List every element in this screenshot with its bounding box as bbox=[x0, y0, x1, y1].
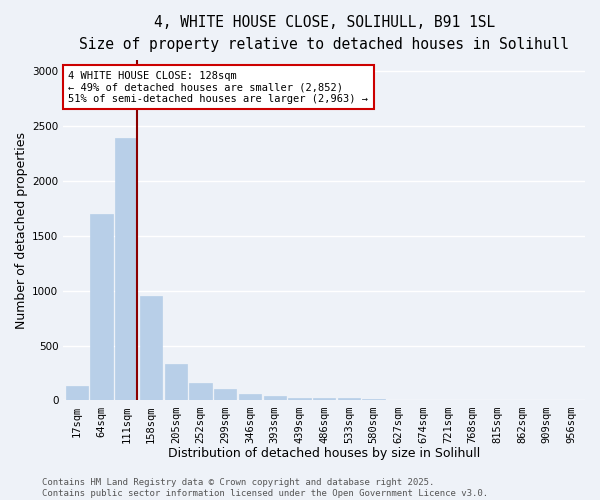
Bar bbox=[338, 398, 360, 400]
Bar bbox=[263, 396, 286, 400]
Title: 4, WHITE HOUSE CLOSE, SOLIHULL, B91 1SL
Size of property relative to detached ho: 4, WHITE HOUSE CLOSE, SOLIHULL, B91 1SL … bbox=[79, 15, 569, 52]
Bar bbox=[214, 390, 236, 400]
Bar bbox=[362, 399, 385, 400]
Bar bbox=[239, 394, 261, 400]
Bar bbox=[115, 138, 137, 400]
Text: 4 WHITE HOUSE CLOSE: 128sqm
← 49% of detached houses are smaller (2,852)
51% of : 4 WHITE HOUSE CLOSE: 128sqm ← 49% of det… bbox=[68, 70, 368, 104]
Bar bbox=[190, 384, 212, 400]
Bar bbox=[66, 386, 88, 400]
Y-axis label: Number of detached properties: Number of detached properties bbox=[15, 132, 28, 329]
Bar bbox=[91, 214, 113, 400]
Bar bbox=[313, 398, 335, 400]
Bar bbox=[164, 364, 187, 400]
Bar bbox=[140, 296, 162, 401]
X-axis label: Distribution of detached houses by size in Solihull: Distribution of detached houses by size … bbox=[168, 447, 480, 460]
Text: Contains HM Land Registry data © Crown copyright and database right 2025.
Contai: Contains HM Land Registry data © Crown c… bbox=[42, 478, 488, 498]
Bar bbox=[288, 398, 311, 400]
